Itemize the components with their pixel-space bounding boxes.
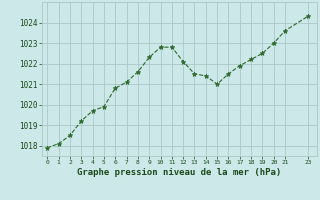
X-axis label: Graphe pression niveau de la mer (hPa): Graphe pression niveau de la mer (hPa) — [77, 168, 281, 177]
